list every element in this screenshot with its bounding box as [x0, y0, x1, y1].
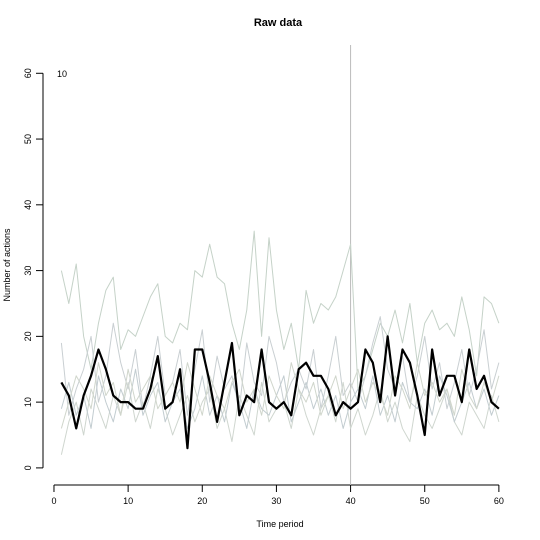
x-tick-label: 30	[271, 496, 281, 506]
x-axis-label: Time period	[256, 519, 303, 529]
x-tick-label: 40	[346, 496, 356, 506]
y-tick-label: 50	[23, 134, 33, 144]
y-tick-label: 30	[23, 266, 33, 276]
series-line	[60, 316, 500, 416]
x-tick-label: 60	[494, 496, 504, 506]
x-tick-label: 20	[197, 496, 207, 506]
x-tick-label: 10	[123, 496, 133, 506]
y-tick-label: 60	[23, 68, 33, 78]
y-tick-label: 10	[23, 397, 33, 407]
y-axis-label: Number of actions	[2, 228, 12, 302]
series-line	[60, 335, 500, 450]
x-tick-label: 0	[51, 496, 56, 506]
annotation: 10	[57, 69, 67, 79]
y-tick-label: 40	[23, 200, 33, 210]
series-line	[60, 362, 500, 429]
y-tick-label: 0	[23, 465, 33, 470]
series-line	[60, 230, 500, 390]
y-tick-label: 20	[23, 331, 33, 341]
chart-title: Raw data	[254, 17, 303, 29]
x-tick-label: 50	[420, 496, 430, 506]
